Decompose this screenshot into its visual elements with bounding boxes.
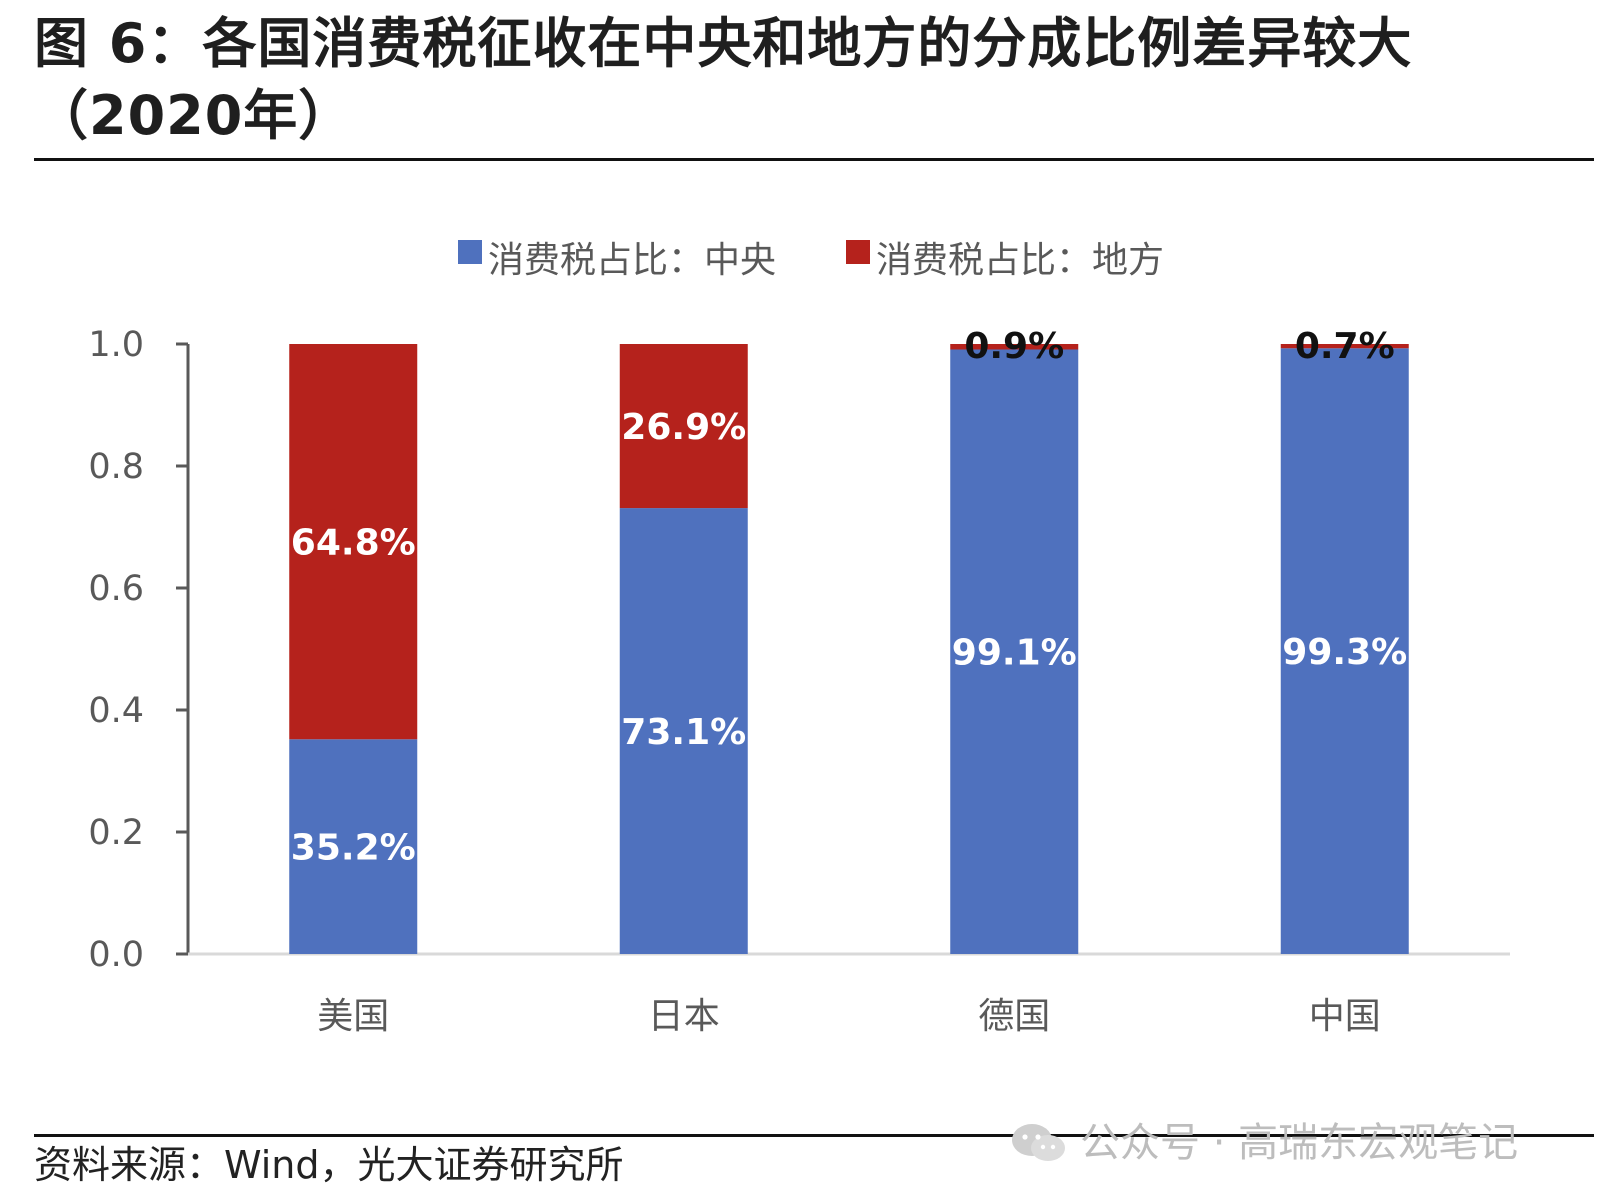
data-label-local: 0.7% (1295, 326, 1395, 367)
bar-local (289, 344, 418, 740)
bar-local (619, 344, 748, 509)
data-label-central: 99.3% (1282, 632, 1407, 673)
x-category-label: 日本 (648, 996, 720, 1037)
x-category-label: 美国 (317, 996, 389, 1037)
data-label-central: 35.2% (291, 828, 416, 869)
y-tick-label: 0.8 (88, 447, 144, 487)
data-label-central: 73.1% (621, 712, 746, 753)
watermark: 公众号 · 高瑞东宏观笔记 (1010, 1118, 1518, 1168)
x-category-label: 中国 (1309, 996, 1381, 1037)
x-category-label: 德国 (978, 996, 1050, 1037)
y-tick-label: 0.2 (88, 813, 144, 853)
bar-central (950, 349, 1079, 954)
bar-local (950, 344, 1079, 350)
bar-local (1280, 344, 1409, 349)
wechat-icon (1012, 1124, 1065, 1161)
y-tick-label: 0.6 (88, 569, 144, 609)
data-label-local: 64.8% (291, 523, 416, 564)
y-tick-label: 0.0 (88, 935, 144, 975)
figure-title: 图 6：各国消费税征收在中央和地方的分成比例差异较大（2020年） (34, 12, 1413, 147)
top-rule (34, 158, 1594, 161)
watermark-text: 公众号 · 高瑞东宏观笔记 (1080, 1120, 1519, 1166)
data-label-local: 0.9% (964, 326, 1064, 367)
legend-label-local: 消费税占比：地方 (876, 240, 1164, 281)
legend-label-central: 消费税占比：中央 (488, 240, 776, 281)
data-label-central: 99.1% (952, 633, 1077, 674)
bottom-rule (34, 1134, 1594, 1137)
y-tick-label: 1.0 (88, 325, 144, 365)
legend-swatch-local (846, 240, 870, 264)
bar-central (1280, 348, 1409, 954)
data-label-local: 26.9% (621, 407, 746, 448)
bar-central (619, 508, 748, 954)
source-note: 资料来源：Wind，光大证券研究所 (34, 1143, 624, 1187)
y-tick-label: 0.4 (88, 691, 144, 731)
bar-central (289, 739, 418, 954)
legend-swatch-central (458, 240, 482, 264)
stacked-bar-chart: 消费税占比：中央 消费税占比：地方 0.0 0.2 0.4 0.6 0.8 1.0 35.2% 6… (88, 240, 1510, 1037)
